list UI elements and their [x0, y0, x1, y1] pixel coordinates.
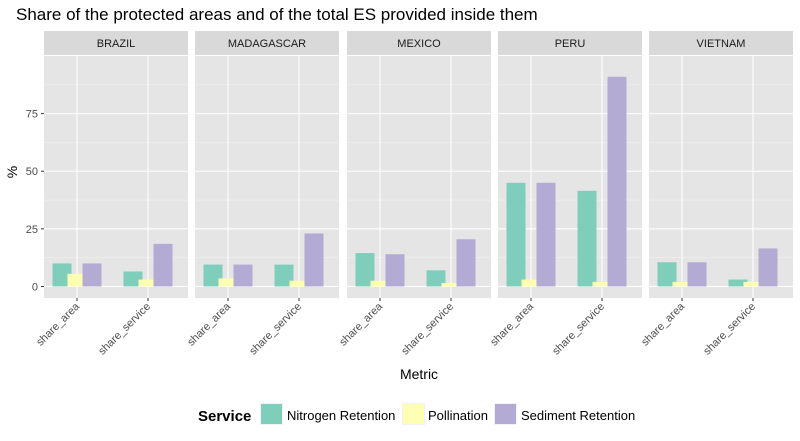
x-tick-label: share_area: [337, 300, 385, 348]
facet-panel-vietnam: VIETNAM share_area share_service: [639, 31, 793, 358]
bar-nitrogen-retention-share-area: [203, 264, 223, 287]
legend-swatch-pollination: [403, 404, 424, 424]
legend-label-nitrogen-retention: Nitrogen Retention: [287, 408, 395, 423]
facet-panel-mexico: MEXICO share_area share_service: [337, 31, 491, 358]
bar-nitrogen-retention-share-area: [355, 253, 375, 287]
facet-strip: [498, 31, 642, 55]
bar-nitrogen-retention-share-area: [506, 182, 526, 287]
facet-panel-peru: PERU share_area share_service: [488, 31, 642, 358]
bar-sediment-retention-share-area: [687, 262, 707, 287]
bar-pollination-share-area: [218, 278, 238, 287]
facet-strip-label: VIETNAM: [697, 38, 746, 50]
bar-pollination-share-area: [370, 280, 390, 287]
facet-strip-label: PERU: [555, 38, 586, 50]
y-tick-label: 0: [32, 281, 38, 293]
x-tick-label: share_area: [488, 300, 536, 348]
bar-nitrogen-retention-share-service: [577, 190, 597, 287]
bar-sediment-retention-share-service: [456, 239, 476, 287]
bar-pollination-share-service: [289, 280, 309, 287]
x-tick-label: share_area: [185, 300, 233, 348]
bar-sediment-retention-share-service: [607, 76, 627, 287]
legend-label-pollination: Pollination: [428, 408, 488, 423]
legend: Service Nitrogen Retention Pollination Sed…: [198, 403, 635, 425]
bar-sediment-retention-share-area: [82, 263, 102, 287]
bar-pollination-share-area: [672, 281, 692, 287]
facet-strip: [347, 31, 491, 55]
facet-strip: [649, 31, 793, 55]
facet-strip-label: MADAGASCAR: [228, 38, 306, 50]
bar-sediment-retention-share-area: [233, 264, 253, 287]
bar-nitrogen-retention-share-service: [274, 264, 294, 287]
facet-strip: [195, 31, 339, 55]
facet-strip: [44, 31, 188, 55]
x-tick-label: share_service: [399, 301, 456, 358]
bar-pollination-share-service: [441, 283, 461, 287]
facet-strip-label: MEXICO: [397, 38, 441, 50]
bar-pollination-share-area: [67, 273, 87, 287]
y-axis-ticks: 0 25 50 75: [26, 109, 44, 293]
x-tick-label: share_area: [639, 300, 687, 348]
y-tick-label: 75: [26, 109, 38, 121]
bar-sediment-retention-share-service: [758, 248, 778, 287]
legend-swatch-sediment-retention: [495, 404, 516, 424]
chart-title: Share of the protected areas and of the …: [16, 5, 538, 24]
bar-pollination-share-service: [138, 279, 158, 287]
bar-nitrogen-retention-share-service: [728, 279, 748, 287]
y-tick-label: 25: [26, 224, 38, 236]
bar-sediment-retention-share-area: [536, 182, 556, 287]
y-axis-label-group: %: [4, 166, 20, 178]
legend-label-sediment-retention: Sediment Retention: [521, 408, 635, 423]
y-tick-label: 50: [26, 166, 38, 178]
facet-panel-brazil: BRAZIL share_area share_service: [34, 31, 188, 358]
legend-title: Service: [198, 408, 251, 425]
y-axis-label: %: [4, 166, 20, 178]
x-tick-label: share_area: [34, 300, 82, 348]
facet-panel-madagascar: MADAGASCAR share_area share_service: [185, 31, 339, 358]
bar-nitrogen-retention-share-area: [657, 262, 677, 287]
bar-sediment-retention-share-service: [304, 233, 324, 287]
bar-nitrogen-retention-share-service: [123, 271, 143, 287]
bar-nitrogen-retention-share-area: [52, 263, 72, 287]
x-axis-label: Metric: [400, 366, 438, 382]
bar-pollination-share-area: [521, 279, 541, 287]
bar-sediment-retention-share-area: [385, 254, 405, 287]
facet-panels: BRAZIL share_area share_service MADAGASCAR s…: [34, 31, 793, 358]
bar-pollination-share-service: [743, 281, 763, 287]
bar-nitrogen-retention-share-service: [426, 270, 446, 287]
x-tick-label: share_service: [96, 301, 153, 358]
x-tick-label: share_service: [247, 301, 304, 358]
x-tick-label: share_service: [550, 301, 607, 358]
facet-strip-label: BRAZIL: [97, 38, 136, 50]
bar-pollination-share-service: [592, 281, 612, 287]
legend-swatch-nitrogen-retention: [261, 404, 282, 424]
bar-sediment-retention-share-service: [153, 243, 173, 287]
x-tick-label: share_service: [701, 301, 758, 358]
